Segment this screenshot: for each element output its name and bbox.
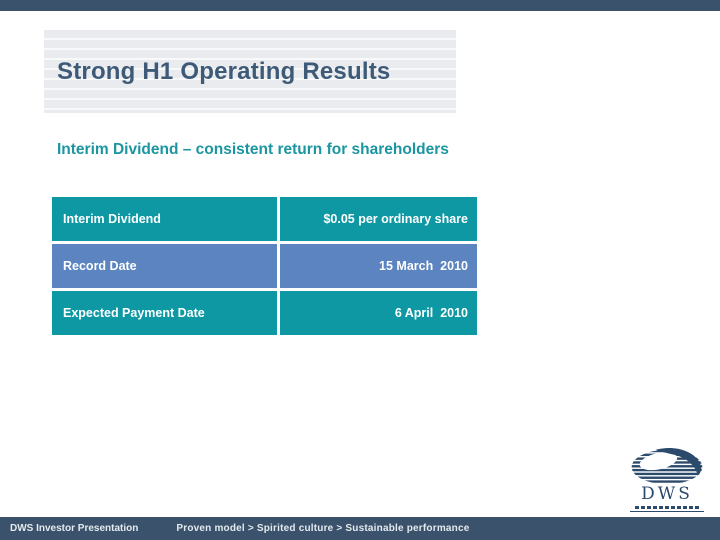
footer-bar: DWS Investor Presentation Proven model >… <box>0 517 720 540</box>
table-row: Expected Payment Date 6 April 2010 <box>52 291 477 335</box>
footer-presentation-label: DWS Investor Presentation <box>10 523 139 534</box>
slide-subtitle: Interim Dividend – consistent return for… <box>57 141 449 158</box>
dws-logo: DWS <box>620 446 714 512</box>
row-label: Record Date <box>52 244 277 288</box>
row-value: $0.05 per ordinary share <box>280 197 477 241</box>
title-block: Strong H1 Operating Results <box>44 30 456 113</box>
top-accent-bar <box>0 0 720 11</box>
table-row: Record Date 15 March 2010 <box>52 244 477 288</box>
row-value: 15 March 2010 <box>280 244 477 288</box>
dws-swoosh-icon <box>631 447 703 485</box>
footer-tagline: Proven model > Spirited culture > Sustai… <box>176 523 470 534</box>
table-row: Interim Dividend $0.05 per ordinary shar… <box>52 197 477 241</box>
dws-logo-tagline-line <box>635 506 699 509</box>
dws-logo-rule <box>630 511 704 512</box>
row-label: Expected Payment Date <box>52 291 277 335</box>
row-label: Interim Dividend <box>52 197 277 241</box>
dividend-table: Interim Dividend $0.05 per ordinary shar… <box>52 197 477 338</box>
dws-logo-text: DWS <box>641 484 693 504</box>
slide-title: Strong H1 Operating Results <box>57 57 391 85</box>
row-value: 6 April 2010 <box>280 291 477 335</box>
